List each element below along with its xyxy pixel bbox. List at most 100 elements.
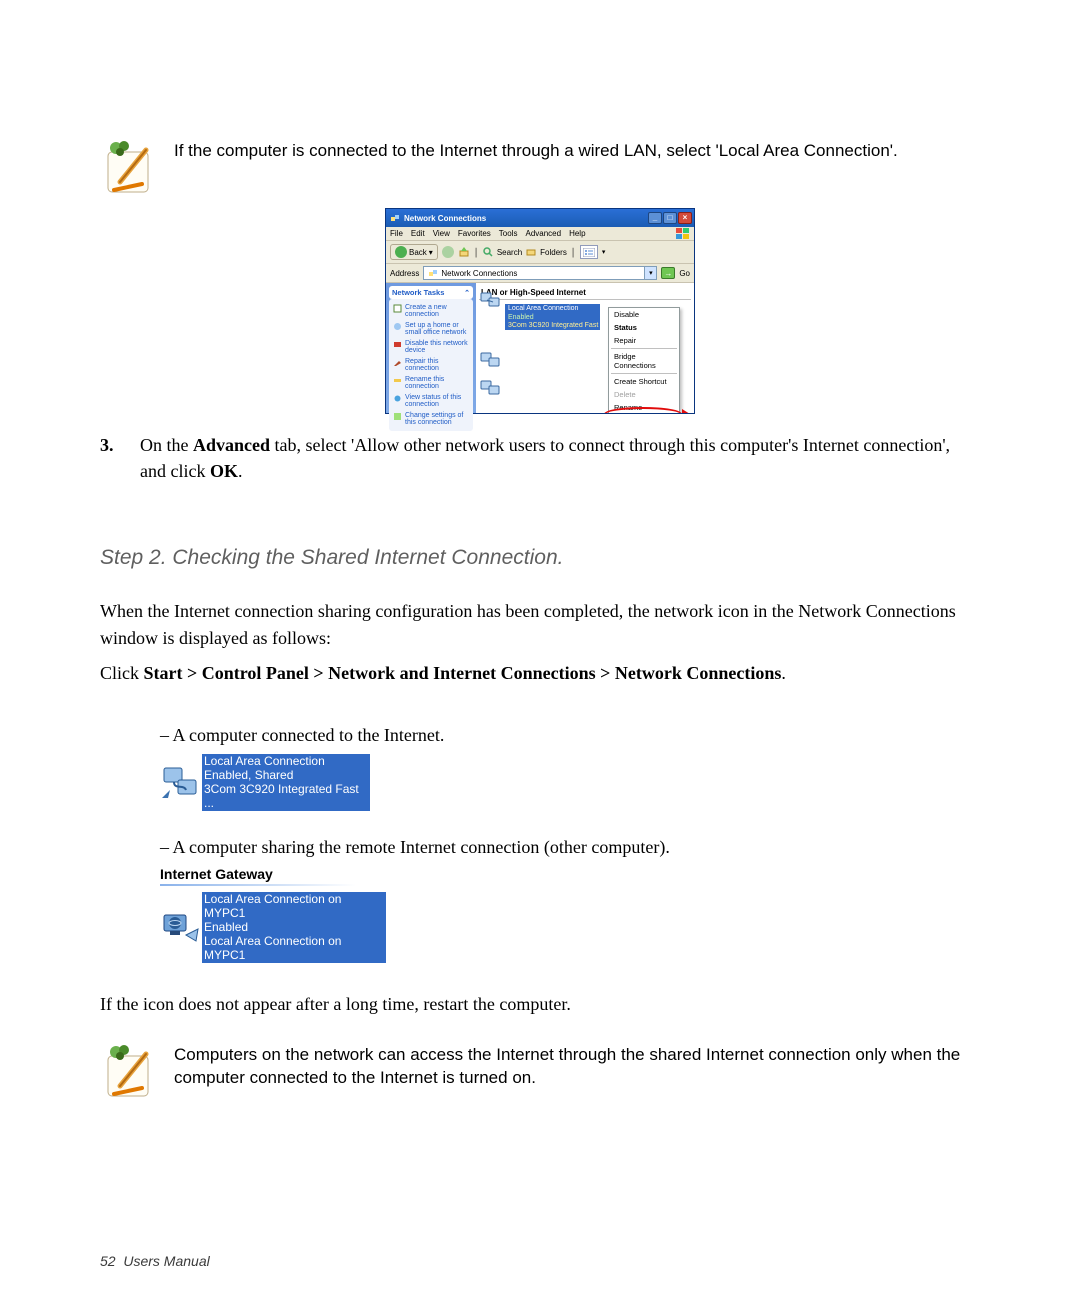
ctx-status[interactable]: Status xyxy=(609,321,679,334)
task-create-connection[interactable]: Create a new connection xyxy=(392,302,470,320)
conn-a-l3: 3Com 3C920 Integrated Fast ... xyxy=(204,783,368,811)
footer-label: Users Manual xyxy=(123,1253,209,1269)
dash-b-text: – A computer sharing the remote Internet… xyxy=(160,837,980,858)
conn-a-l2: Enabled, Shared xyxy=(204,769,368,783)
toolbar-views-button[interactable] xyxy=(580,245,598,259)
ctx-bridge[interactable]: Bridge Connections xyxy=(609,350,679,372)
menu-help[interactable]: Help xyxy=(569,229,585,238)
address-bar: Address Network Connections ▾ → Go xyxy=(386,264,694,283)
folders-icon[interactable] xyxy=(526,247,536,257)
task-pane-header-label: Network Tasks xyxy=(392,288,444,297)
restart-line: If the icon does not appear after a long… xyxy=(100,991,980,1018)
chevron-down-icon: ▾ xyxy=(429,248,433,257)
task-pane: Network Tasks ⌃ Create a new connection … xyxy=(386,283,476,413)
task-setup-network[interactable]: Set up a home or small office network xyxy=(392,320,470,338)
menu-advanced[interactable]: Advanced xyxy=(525,229,561,238)
ctx-delete: Delete xyxy=(609,388,679,401)
lan-connection-icon[interactable] xyxy=(479,290,501,310)
address-field-icon xyxy=(428,268,438,278)
connection-tile-b: Local Area Connection on MYPC1 Enabled L… xyxy=(160,892,386,963)
note-block-2: Computers on the network can access the … xyxy=(100,1044,980,1100)
minimize-button[interactable]: _ xyxy=(648,212,662,224)
internet-gateway-rule xyxy=(160,884,356,886)
conn-b-l1: Local Area Connection on MYPC1 xyxy=(204,893,384,921)
footer-page-number: 52 xyxy=(100,1253,116,1269)
toolbar-folders-label[interactable]: Folders xyxy=(540,248,567,257)
page: If the computer is connected to the Inte… xyxy=(0,0,1080,1309)
dash-block-b: – A computer sharing the remote Internet… xyxy=(160,837,980,963)
toolbar-sep: │ xyxy=(474,248,479,257)
task-pane-header[interactable]: Network Tasks ⌃ xyxy=(389,286,473,299)
conn-a-l1: Local Area Connection xyxy=(204,755,368,769)
maximize-button[interactable]: □ xyxy=(663,212,677,224)
address-dropdown[interactable]: ▾ xyxy=(644,267,656,279)
menu-file[interactable]: File xyxy=(390,229,403,238)
task-repair[interactable]: Repair this connection xyxy=(392,356,470,374)
close-button[interactable]: × xyxy=(678,212,692,224)
window-body: Network Tasks ⌃ Create a new connection … xyxy=(386,283,694,413)
properties-arrow-icon xyxy=(682,409,690,413)
network-connections-window: Network Connections _ □ × File Edit View… xyxy=(385,208,695,414)
internet-gateway-header: Internet Gateway xyxy=(160,866,980,882)
notepad-icon xyxy=(100,140,156,196)
note-block-1: If the computer is connected to the Inte… xyxy=(100,140,980,196)
lan-sel-line2: Enabled xyxy=(505,313,600,322)
address-go-button[interactable]: → xyxy=(661,267,675,279)
lan-sel-line1: Local Area Connection xyxy=(505,304,600,313)
para-click-path: Click Start > Control Panel > Network an… xyxy=(100,660,980,687)
connection-tile-a: Local Area Connection Enabled, Shared 3C… xyxy=(160,754,370,811)
menu-view[interactable]: View xyxy=(433,229,450,238)
toolbar-back-label: Back xyxy=(409,248,427,257)
window-titlebar: Network Connections _ □ × xyxy=(386,209,694,227)
lan-category-header: LAN or High-Speed Internet xyxy=(479,286,691,300)
task-rename[interactable]: Rename this connection xyxy=(392,374,470,392)
conn-b-l2: Enabled xyxy=(204,921,384,935)
window-toolbar: Back ▾ │ Search Folders │ ▾ xyxy=(386,241,694,264)
lan-icon-3[interactable] xyxy=(479,378,501,398)
ctx-shortcut[interactable]: Create Shortcut xyxy=(609,375,679,388)
context-menu: Disable Status Repair Bridge Connections… xyxy=(608,307,680,413)
step-advanced-tab-label: Advanced xyxy=(193,435,270,455)
task-change-settings[interactable]: Change settings of this connection xyxy=(392,410,470,428)
step-body: On the Advanced tab, select 'Allow other… xyxy=(140,432,980,484)
task-view-status[interactable]: View status of this connection xyxy=(392,392,470,410)
menu-tools[interactable]: Tools xyxy=(499,229,518,238)
note-2-text: Computers on the network can access the … xyxy=(174,1044,980,1090)
menu-favorites[interactable]: Favorites xyxy=(458,229,491,238)
lan-icon-2[interactable] xyxy=(479,350,501,370)
windows-flag-icon xyxy=(676,228,690,240)
menu-edit[interactable]: Edit xyxy=(411,229,425,238)
dash-a-text: – A computer connected to the Internet. xyxy=(160,725,980,746)
window-menubar: File Edit View Favorites Tools Advanced … xyxy=(386,227,694,241)
toolbar-forward-button[interactable] xyxy=(442,246,454,258)
page-footer: 52 Users Manual xyxy=(100,1253,210,1269)
gateway-icon xyxy=(160,909,202,947)
task-disable-device[interactable]: Disable this network device xyxy=(392,338,470,356)
lan-selected-item[interactable]: Local Area Connection Enabled 3Com 3C920… xyxy=(505,304,600,330)
back-icon xyxy=(395,246,407,258)
ctx-rename[interactable]: Rename xyxy=(609,401,679,413)
toolbar-back-button[interactable]: Back ▾ xyxy=(390,244,438,260)
toolbar-sep-2: │ xyxy=(571,248,576,257)
section-heading-step2: Step 2. Checking the Shared Internet Con… xyxy=(100,546,980,570)
search-icon[interactable] xyxy=(483,247,493,257)
toolbar-views-caret[interactable]: ▾ xyxy=(602,248,606,256)
screenshot-wrap: Network Connections _ □ × File Edit View… xyxy=(100,208,980,414)
ctx-repair[interactable]: Repair xyxy=(609,334,679,347)
collapse-icon: ⌃ xyxy=(464,289,470,297)
conn-b-l3: Local Area Connection on MYPC1 xyxy=(204,935,384,963)
lan-connected-icon xyxy=(160,764,202,802)
ctx-disable[interactable]: Disable xyxy=(609,308,679,321)
para-intro: When the Internet connection sharing con… xyxy=(100,598,980,652)
address-field[interactable]: Network Connections ▾ xyxy=(423,266,657,280)
toolbar-search-label[interactable]: Search xyxy=(497,248,522,257)
window-app-icon xyxy=(390,213,400,223)
step-ok-label: OK xyxy=(210,461,238,481)
note-1-text: If the computer is connected to the Inte… xyxy=(174,140,898,163)
step-3: 3. On the Advanced tab, select 'Allow ot… xyxy=(100,432,980,484)
content-area: LAN or High-Speed Internet Local Area Co… xyxy=(476,283,694,413)
notepad-icon xyxy=(100,1044,156,1100)
dash-block-a: – A computer connected to the Internet. … xyxy=(160,725,980,811)
toolbar-up-button[interactable] xyxy=(458,246,470,258)
address-go-label: Go xyxy=(679,269,690,278)
